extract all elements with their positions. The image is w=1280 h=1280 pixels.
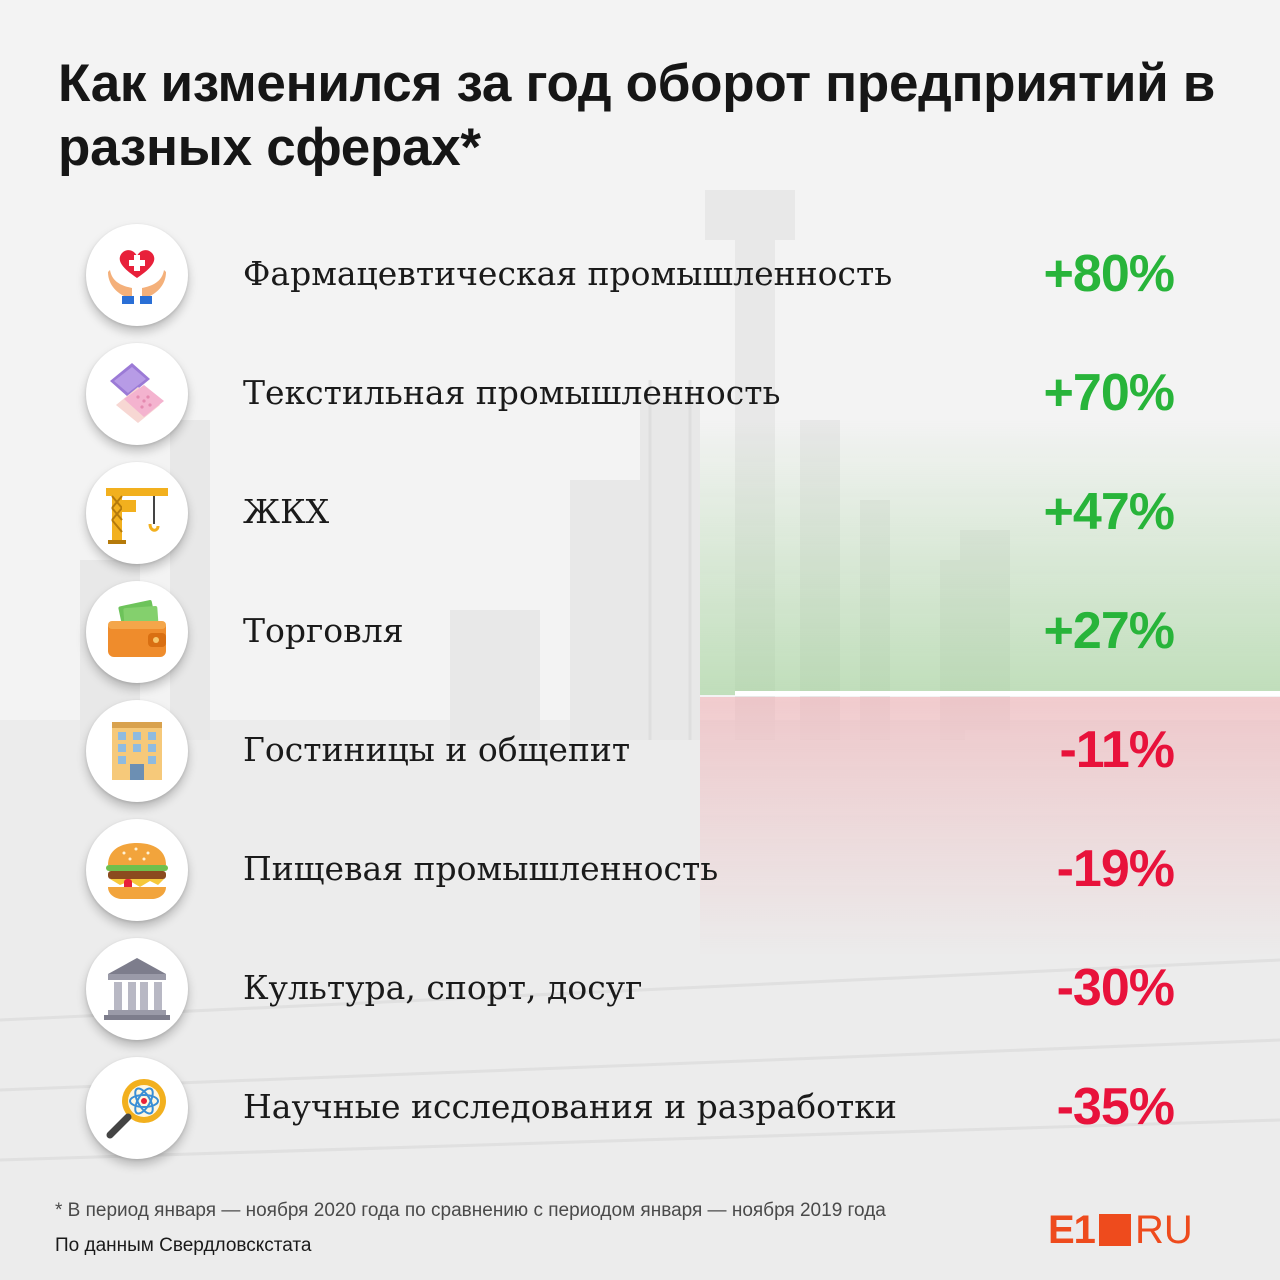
change-value: +47%	[1043, 483, 1175, 541]
hotel-icon	[86, 700, 188, 802]
change-value: -35%	[1056, 1078, 1175, 1136]
heart-hands-icon	[86, 224, 188, 326]
negative-gradient	[700, 697, 1280, 957]
e1-logo: E1 RU	[1048, 1210, 1193, 1250]
page-title: Как изменился за год оборот предприятий …	[58, 54, 1216, 177]
divider-line	[735, 691, 1280, 696]
list-item: ЖКХ +47%	[0, 462, 1280, 572]
sector-label: Гостиницы и общепит	[243, 730, 631, 769]
museum-icon	[86, 938, 188, 1040]
logo-right-text: RU	[1134, 1208, 1193, 1252]
wallet-icon	[86, 581, 188, 683]
list-item: Торговля +27%	[0, 581, 1280, 691]
sector-label: Пищевая промышленность	[243, 849, 719, 888]
change-value: -11%	[1059, 721, 1175, 779]
change-value: +80%	[1043, 245, 1175, 303]
fabric-icon	[86, 343, 188, 445]
crane-icon	[86, 462, 188, 564]
research-icon	[86, 1057, 188, 1159]
source-note: По данным Свердловскстата	[55, 1235, 312, 1256]
sector-label: Торговля	[243, 611, 404, 650]
change-value: +70%	[1043, 364, 1175, 422]
sector-label: Научные исследования и разработки	[243, 1087, 897, 1126]
logo-square	[1098, 1214, 1131, 1246]
list-item: Пищевая промышленность -19%	[0, 819, 1280, 929]
sector-label: Текстильная промышленность	[243, 373, 781, 412]
footnote: * В период января — ноября 2020 года по …	[55, 1200, 886, 1221]
change-value: +27%	[1043, 602, 1175, 660]
logo-left-text: E1	[1048, 1208, 1096, 1252]
list-item: Культура, спорт, досуг -30%	[0, 938, 1280, 1048]
change-value: -19%	[1056, 840, 1175, 898]
list-item: Фармацевтическая промышленность +80%	[0, 224, 1280, 334]
burger-icon	[86, 819, 188, 921]
sector-label: ЖКХ	[243, 492, 330, 531]
list-item: Текстильная промышленность +70%	[0, 343, 1280, 453]
sector-label: Культура, спорт, досуг	[243, 968, 643, 1007]
sector-label: Фармацевтическая промышленность	[243, 254, 893, 293]
list-item: Гостиницы и общепит -11%	[0, 700, 1280, 810]
list-item: Научные исследования и разработки -35%	[0, 1057, 1280, 1167]
positive-gradient	[700, 420, 1280, 695]
change-value: -30%	[1056, 959, 1175, 1017]
